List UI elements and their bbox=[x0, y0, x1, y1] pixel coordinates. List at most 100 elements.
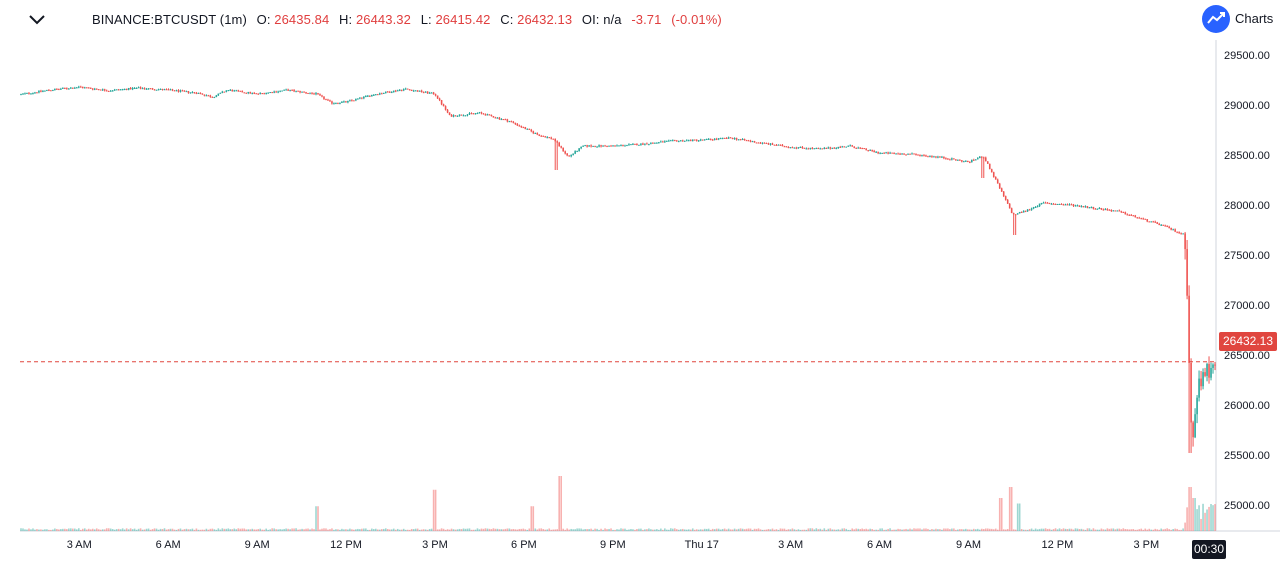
candle-body bbox=[351, 100, 353, 102]
candle-body bbox=[608, 145, 610, 147]
volume-bar bbox=[388, 529, 391, 531]
volume-bar bbox=[101, 529, 104, 531]
candle-body bbox=[235, 90, 238, 92]
volume-bar bbox=[893, 529, 895, 531]
candle-body bbox=[867, 150, 869, 152]
candle-body bbox=[32, 92, 34, 94]
volume-bar bbox=[494, 528, 497, 531]
candle-body bbox=[1126, 214, 1129, 216]
candle-body bbox=[64, 87, 66, 89]
volume-bar bbox=[957, 529, 959, 531]
volume-bar bbox=[955, 529, 957, 531]
volume-bar bbox=[1210, 504, 1212, 531]
candle-body bbox=[1202, 372, 1204, 387]
volume-bar bbox=[1000, 498, 1003, 531]
candle-body bbox=[947, 158, 949, 160]
volume-bar bbox=[1010, 487, 1013, 531]
candle-body bbox=[1148, 221, 1151, 223]
volume-bar bbox=[1126, 529, 1129, 531]
candle-body bbox=[450, 114, 453, 117]
volume-bar bbox=[438, 529, 441, 531]
volume-bar bbox=[470, 529, 473, 531]
candle-body bbox=[508, 121, 511, 123]
candle-body bbox=[787, 147, 790, 149]
volume-bar bbox=[44, 529, 46, 531]
volume-bar bbox=[269, 529, 271, 531]
candle-body bbox=[111, 90, 114, 92]
time-tick-label: 9 AM bbox=[956, 539, 981, 551]
volume-bar bbox=[1094, 529, 1097, 531]
candle-body bbox=[578, 148, 580, 152]
volume-bar bbox=[390, 529, 393, 531]
candle-body bbox=[169, 89, 172, 91]
candle-body bbox=[382, 92, 385, 94]
volume-bar bbox=[480, 528, 483, 531]
volume-bar bbox=[432, 489, 435, 531]
volume-bar bbox=[22, 528, 24, 531]
volume-bar bbox=[311, 528, 313, 531]
candle-body bbox=[22, 93, 24, 95]
volume-bar bbox=[927, 528, 929, 531]
volume-bar bbox=[1170, 529, 1172, 531]
candle-body bbox=[430, 92, 433, 94]
volume-bar bbox=[209, 528, 212, 531]
trend-up-logo-icon[interactable] bbox=[1202, 5, 1230, 33]
volume-bar bbox=[887, 528, 889, 531]
candle-body bbox=[171, 89, 174, 91]
candle-body bbox=[466, 114, 469, 116]
volume-bar bbox=[729, 529, 732, 531]
volume-bar bbox=[620, 528, 622, 531]
oi-label: OI: bbox=[581, 12, 600, 27]
candle-body bbox=[572, 153, 574, 156]
candle-body bbox=[781, 144, 784, 147]
volume-bar bbox=[973, 528, 975, 531]
candle-body bbox=[943, 156, 945, 159]
volume-bar bbox=[915, 528, 917, 531]
volume-bar bbox=[1106, 528, 1109, 531]
volume-bar bbox=[1114, 529, 1117, 531]
volume-bar bbox=[1196, 509, 1198, 531]
candle-body bbox=[183, 90, 186, 92]
candle-body bbox=[30, 93, 32, 95]
volume-bar bbox=[843, 528, 846, 531]
candle-body bbox=[311, 93, 313, 95]
volume-bar bbox=[149, 529, 152, 531]
volume-bar bbox=[179, 528, 182, 531]
candle-body bbox=[967, 160, 969, 163]
volume-bar bbox=[654, 529, 656, 531]
volume-bar bbox=[52, 529, 54, 531]
candle-body bbox=[1182, 233, 1184, 235]
candle-body bbox=[691, 139, 694, 142]
volume-bar bbox=[937, 529, 939, 531]
candle-body bbox=[855, 147, 858, 149]
volume-bar bbox=[72, 528, 74, 531]
chevron-down-icon[interactable] bbox=[27, 10, 47, 30]
candle-body bbox=[689, 140, 692, 142]
candle-body bbox=[556, 141, 559, 143]
candle-body bbox=[793, 147, 796, 149]
candle-body bbox=[889, 152, 891, 154]
price-tick-label: 29500.00 bbox=[1224, 50, 1270, 62]
candle-body bbox=[1102, 209, 1105, 211]
volume-bar bbox=[412, 529, 415, 531]
candle-body bbox=[1094, 208, 1097, 210]
candle-body bbox=[566, 153, 568, 156]
candle-body bbox=[1066, 204, 1069, 206]
volume-bar bbox=[125, 528, 128, 531]
symbol-label[interactable]: BINANCE:BTCUSDT (1m) bbox=[92, 12, 247, 27]
volume-bar bbox=[628, 529, 630, 531]
volume-bar bbox=[420, 529, 423, 531]
candle-body bbox=[510, 121, 513, 123]
volume-bar bbox=[518, 528, 521, 531]
volume-bar bbox=[303, 529, 305, 531]
volume-bar bbox=[1174, 528, 1176, 531]
volume-bar bbox=[779, 528, 782, 531]
candle-body bbox=[40, 90, 42, 92]
candle-body bbox=[480, 112, 483, 114]
candle-body bbox=[488, 114, 491, 116]
candle-body bbox=[917, 154, 919, 156]
candle-body bbox=[845, 146, 848, 148]
volume-bar bbox=[857, 528, 859, 531]
volume-bar bbox=[414, 528, 417, 531]
